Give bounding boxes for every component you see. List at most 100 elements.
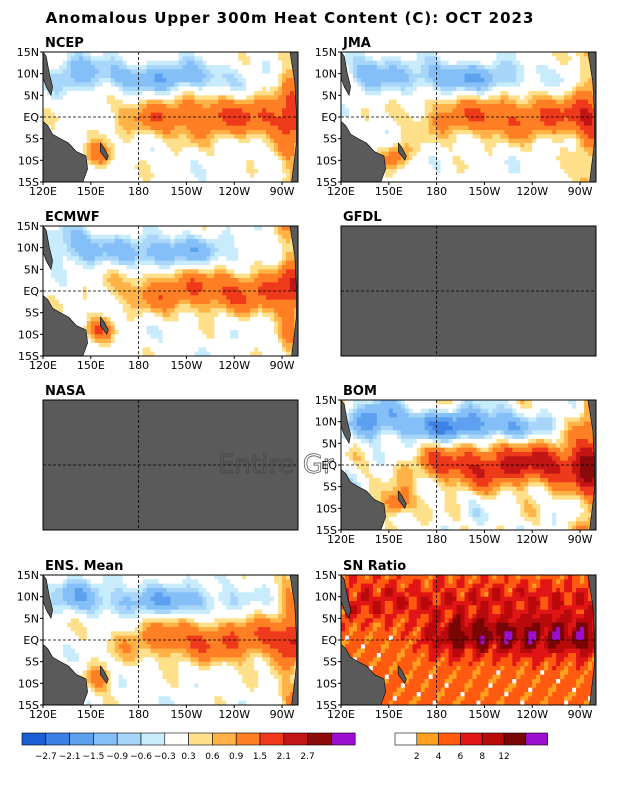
- colorbar-label: 8: [479, 752, 485, 762]
- lon-tick-label: 180: [128, 185, 149, 198]
- landmass: [43, 120, 88, 182]
- landmass: [587, 52, 596, 182]
- lon-tick-label: 120E: [29, 359, 57, 372]
- panel-label: ECMWF: [45, 210, 100, 225]
- lat-tick-label: EQ: [23, 285, 39, 298]
- landmass: [341, 468, 386, 530]
- lon-tick-label: 150E: [77, 185, 105, 198]
- lon-tick-label: 90W: [270, 359, 295, 372]
- lon-tick-label: 150E: [375, 533, 403, 546]
- landmass: [587, 400, 596, 530]
- panel-gfdl: GFDL: [340, 210, 597, 357]
- landmass: [289, 226, 298, 356]
- lon-tick-label: 120E: [327, 533, 355, 546]
- lat-tick-label: 5N: [24, 263, 39, 276]
- landmass: [43, 226, 53, 271]
- lat-tick-label: 5S: [25, 307, 39, 320]
- landmass: [100, 316, 109, 335]
- colorbar-swatch: [416, 732, 439, 746]
- heatmap-field: [43, 52, 298, 182]
- lat-tick-label: 5S: [323, 133, 337, 146]
- colorbar-swatch: [45, 732, 70, 746]
- lon-tick-label: 150W: [171, 708, 203, 721]
- colorbars: −2.7 −2.1 −1.5 −0.9 −0.6 −0.3 0.3 0.6 0.9 1.5 2.1 2…: [21, 732, 548, 762]
- panel-frame: [340, 225, 597, 357]
- landmass: [341, 52, 351, 97]
- lat-tick-label: 10N: [315, 416, 337, 429]
- lat-tick-label: 15S: [316, 699, 337, 712]
- lat-tick-label: 5N: [24, 89, 39, 102]
- colorbar-label: 2.7: [300, 752, 314, 762]
- lat-tick-label: 5S: [323, 656, 337, 669]
- colorbar-swatch: [69, 732, 94, 746]
- lon-tick-label: 150W: [469, 533, 501, 546]
- lon-tick-label: 90W: [270, 708, 295, 721]
- lon-tick-label: 120W: [218, 359, 250, 372]
- lon-tick-label: 120W: [218, 708, 250, 721]
- lon-tick-label: 120W: [516, 185, 548, 198]
- colorbar-swatch: [140, 732, 166, 746]
- landmass: [587, 575, 596, 705]
- colorbar-label: −1.5: [82, 752, 104, 762]
- colorbar-swatch: [283, 732, 308, 746]
- lon-tick-label: 90W: [568, 708, 593, 721]
- lat-tick-label: 10N: [17, 68, 39, 81]
- landmass: [100, 665, 109, 684]
- colorbar-label: 2: [414, 752, 420, 762]
- colorbar-label: 4: [436, 752, 442, 762]
- lon-tick-label: 90W: [568, 185, 593, 198]
- colorbar-label: 6: [458, 752, 464, 762]
- lat-tick-label: 15S: [18, 350, 39, 363]
- landmass: [398, 665, 407, 684]
- heatmap-field: [341, 400, 596, 530]
- lon-tick-label: 120W: [516, 533, 548, 546]
- lat-tick-label: 5S: [25, 133, 39, 146]
- lat-tick-label: EQ: [321, 634, 337, 647]
- lat-tick-label: 15S: [316, 524, 337, 537]
- colorbar-label: 2.1: [277, 752, 291, 762]
- landmass: [341, 120, 386, 182]
- lon-tick-label: 90W: [270, 185, 295, 198]
- lon-tick-label: 120W: [218, 185, 250, 198]
- panel-label: NCEP: [45, 36, 84, 51]
- lat-tick-label: EQ: [23, 111, 39, 124]
- landmass: [289, 52, 298, 182]
- colorbar-swatch: [438, 732, 461, 746]
- heatmap-field: [341, 575, 596, 705]
- lat-tick-label: 5N: [322, 612, 337, 625]
- colorbar-label: −2.1: [59, 752, 81, 762]
- heatmap-field: [43, 226, 298, 356]
- landmass: [289, 575, 298, 705]
- colorbar-label: 0.6: [205, 752, 220, 762]
- lon-tick-label: 180: [128, 359, 149, 372]
- panel-label: ENS. Mean: [45, 559, 123, 574]
- landmass: [341, 643, 386, 705]
- landmass: [341, 575, 351, 620]
- lon-tick-label: 150W: [469, 708, 501, 721]
- colorbar-label: −0.6: [130, 752, 152, 762]
- landmass: [100, 142, 109, 161]
- landmass: [43, 575, 53, 620]
- landmass: [43, 643, 88, 705]
- colorbar-swatch: [259, 732, 285, 746]
- colorbar-swatch: [235, 732, 261, 746]
- lat-tick-label: 10N: [17, 242, 39, 255]
- lat-tick-label: 10S: [18, 154, 39, 167]
- lat-tick-label: 15S: [316, 176, 337, 189]
- lon-tick-label: 90W: [568, 533, 593, 546]
- colorbar-swatch: [164, 732, 189, 746]
- lat-tick-label: 5N: [322, 89, 337, 102]
- colorbar-swatch: [394, 732, 418, 746]
- lat-tick-label: 10S: [316, 154, 337, 167]
- lon-tick-label: 120E: [29, 708, 57, 721]
- lat-tick-label: EQ: [321, 459, 337, 472]
- colorbar-label: 1.5: [253, 752, 267, 762]
- landmass: [43, 52, 53, 97]
- figure-title: Anomalous Upper 300m Heat Content (C): O…: [46, 9, 535, 27]
- lat-tick-label: 5N: [24, 612, 39, 625]
- lon-tick-label: 120E: [327, 185, 355, 198]
- lat-tick-label: 10S: [18, 328, 39, 341]
